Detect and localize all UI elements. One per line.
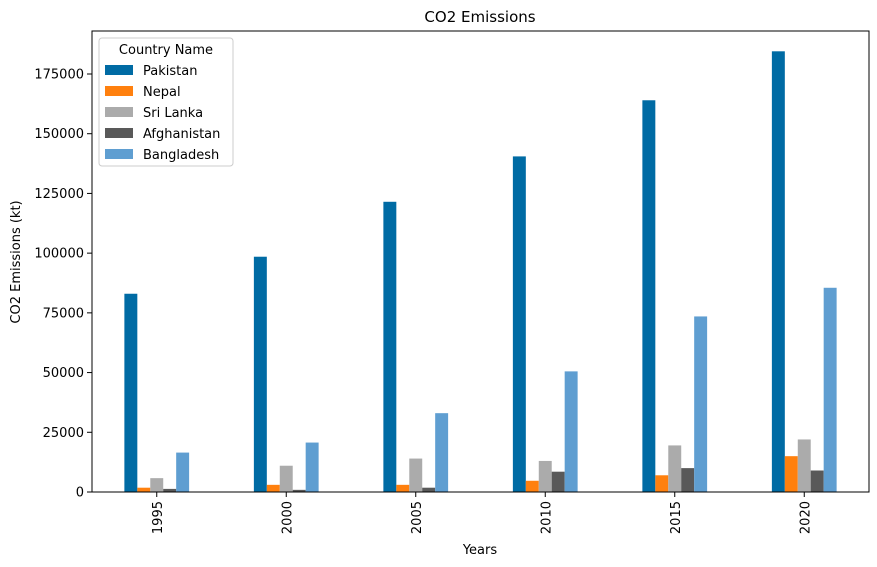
bar-nepal-2000 — [266, 484, 280, 492]
legend-label-sri-lanka: Sri Lanka — [143, 106, 203, 121]
bar-afghanistan-2005 — [422, 487, 436, 492]
y-tick-label: 100000 — [34, 247, 84, 262]
y-tick-label: 75000 — [43, 306, 84, 321]
bar-nepal-2020 — [784, 456, 798, 492]
bars-group — [124, 51, 837, 493]
bar-pakistan-1995 — [124, 293, 138, 492]
legend: Country Name Pakistan Nepal Sri Lanka Afgha… — [98, 37, 234, 167]
bar-nepal-1995 — [137, 487, 151, 492]
legend-swatch-pakistan — [105, 65, 133, 75]
bar-pakistan-2015 — [642, 100, 656, 492]
y-tick-label: 0 — [76, 486, 84, 501]
legend-label-pakistan: Pakistan — [143, 64, 197, 79]
legend-swatch-afghanistan — [105, 128, 133, 138]
bar-afghanistan-2000 — [292, 489, 306, 492]
bar-bangladesh-1995 — [176, 452, 190, 492]
x-tick-label: 2000 — [280, 501, 295, 534]
y-tick-label: 25000 — [43, 426, 84, 441]
legend-label-afghanistan: Afghanistan — [143, 127, 220, 142]
bar-bangladesh-2015 — [694, 316, 708, 492]
legend-title: Country Name — [119, 43, 213, 58]
bar-afghanistan-2010 — [551, 471, 565, 492]
bar-pakistan-2010 — [512, 156, 526, 492]
y-tick-label: 125000 — [34, 187, 84, 202]
legend-swatch-nepal — [105, 86, 133, 96]
y-tick-label: 175000 — [34, 67, 84, 82]
bar-pakistan-2000 — [253, 256, 267, 492]
bar-sri-lanka-2010 — [538, 460, 552, 492]
bar-pakistan-2020 — [771, 51, 785, 493]
legend-label-bangladesh: Bangladesh — [143, 148, 219, 163]
y-tick-label: 50000 — [43, 366, 84, 381]
bar-sri-lanka-2000 — [279, 465, 293, 492]
bar-afghanistan-1995 — [163, 488, 177, 492]
bar-afghanistan-2015 — [681, 468, 695, 492]
legend-swatch-bangladesh — [105, 149, 133, 159]
x-axis-title: Years — [462, 543, 498, 558]
bar-sri-lanka-2015 — [668, 445, 682, 492]
bar-bangladesh-2020 — [823, 287, 837, 492]
x-tick-label: 2015 — [669, 501, 684, 534]
chart-title: CO2 Emissions — [424, 8, 535, 26]
x-tick-label: 1995 — [151, 501, 166, 534]
x-tick-label: 2020 — [798, 501, 813, 534]
bar-sri-lanka-2005 — [409, 458, 423, 492]
y-tick-label: 150000 — [34, 127, 84, 142]
bar-nepal-2005 — [396, 484, 410, 492]
x-tick-label: 2010 — [539, 501, 554, 534]
bar-bangladesh-2005 — [435, 413, 449, 492]
bar-afghanistan-2020 — [810, 470, 824, 492]
bar-sri-lanka-2020 — [797, 439, 811, 492]
plot-frame — [91, 30, 870, 493]
bar-pakistan-2005 — [383, 201, 397, 492]
legend-label-nepal: Nepal — [143, 85, 181, 100]
ticks-group: 1995 2000 2005 2010 2015 2020 0 25000 50000 75000… — [34, 67, 813, 534]
y-axis-title: CO2 Emissions (kt) — [9, 200, 24, 323]
bar-bangladesh-2000 — [305, 442, 319, 492]
x-tick-label: 2005 — [410, 501, 425, 534]
bar-nepal-2010 — [525, 480, 539, 492]
legend-swatch-sri-lanka — [105, 107, 133, 117]
bar-nepal-2015 — [655, 475, 669, 492]
bar-sri-lanka-1995 — [150, 478, 164, 492]
bar-bangladesh-2010 — [564, 371, 578, 492]
